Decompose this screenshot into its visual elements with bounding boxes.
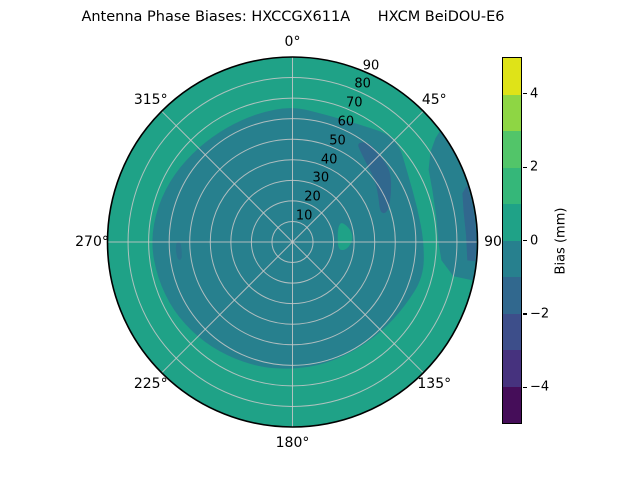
theta-gridline bbox=[292, 241, 424, 374]
colorbar-tickmark bbox=[523, 93, 527, 95]
colorbar-band-0 bbox=[503, 386, 521, 423]
colorbar-band-5 bbox=[503, 204, 521, 241]
colorbar-band-6 bbox=[503, 167, 521, 204]
colorbar-band-7 bbox=[503, 131, 521, 168]
theta-tick-label-180: 180° bbox=[275, 434, 310, 451]
region-center-east-island bbox=[337, 223, 353, 251]
theta-tick-label-270: 270° bbox=[75, 234, 109, 250]
colorbar-band-1 bbox=[503, 350, 521, 387]
colorbar-axis-label: Bias (mm) bbox=[553, 207, 569, 275]
radial-tick-label-90: 90 bbox=[362, 58, 380, 74]
radial-tick-label-80: 80 bbox=[354, 76, 371, 92]
polar-spine bbox=[106, 56, 479, 428]
radial-tick-label-40: 40 bbox=[320, 152, 338, 168]
theta-gridline bbox=[161, 110, 293, 243]
radial-tick-label-60: 60 bbox=[337, 114, 355, 130]
colorbar-tick-label: 2 bbox=[530, 159, 539, 175]
theta-tick-label-90: 90 bbox=[484, 234, 502, 250]
chart-title: Antenna Phase Biases: HXCCGX611A HXCM Be… bbox=[81, 9, 505, 25]
colorbar-tick-label: 0 bbox=[530, 233, 539, 248]
theta-tick-label-225: 225° bbox=[133, 375, 168, 392]
colorbar-tickmark bbox=[523, 166, 527, 168]
theta-tick-label-45: 45° bbox=[421, 92, 447, 109]
region-inner-region bbox=[152, 108, 424, 369]
colorbar-band-9 bbox=[503, 58, 521, 95]
theta-gridline bbox=[292, 110, 424, 243]
region-west-faint-streak bbox=[175, 242, 182, 260]
radial-tick-label-20: 20 bbox=[304, 189, 321, 205]
colorbar-band-3 bbox=[503, 277, 521, 314]
colorbar-tickmark bbox=[523, 239, 527, 242]
colorbar-band-4 bbox=[503, 240, 521, 277]
theta-gridline bbox=[161, 241, 293, 374]
theta-tick-label-135: 135° bbox=[417, 375, 452, 392]
colorbar-tick-label: −4 bbox=[530, 379, 550, 395]
colorbar-tick-label: −2 bbox=[530, 306, 550, 322]
colorbar-tickmark bbox=[523, 386, 527, 388]
radial-tick-label-70: 70 bbox=[345, 95, 363, 111]
colorbar-tick-label: 4 bbox=[530, 86, 539, 102]
colorbar bbox=[502, 57, 522, 424]
colorbar-tickmark bbox=[523, 313, 527, 315]
colorbar-band-8 bbox=[503, 94, 521, 131]
radial-tick-label-30: 30 bbox=[312, 170, 330, 186]
region-northeast-trough bbox=[358, 142, 392, 214]
theta-tick-label-0: 0° bbox=[284, 33, 301, 50]
colorbar-band-2 bbox=[503, 313, 521, 350]
radial-tick-label-10: 10 bbox=[295, 208, 313, 224]
radial-tick-label-50: 50 bbox=[329, 133, 346, 149]
theta-tick-label-315: 315° bbox=[133, 92, 168, 109]
